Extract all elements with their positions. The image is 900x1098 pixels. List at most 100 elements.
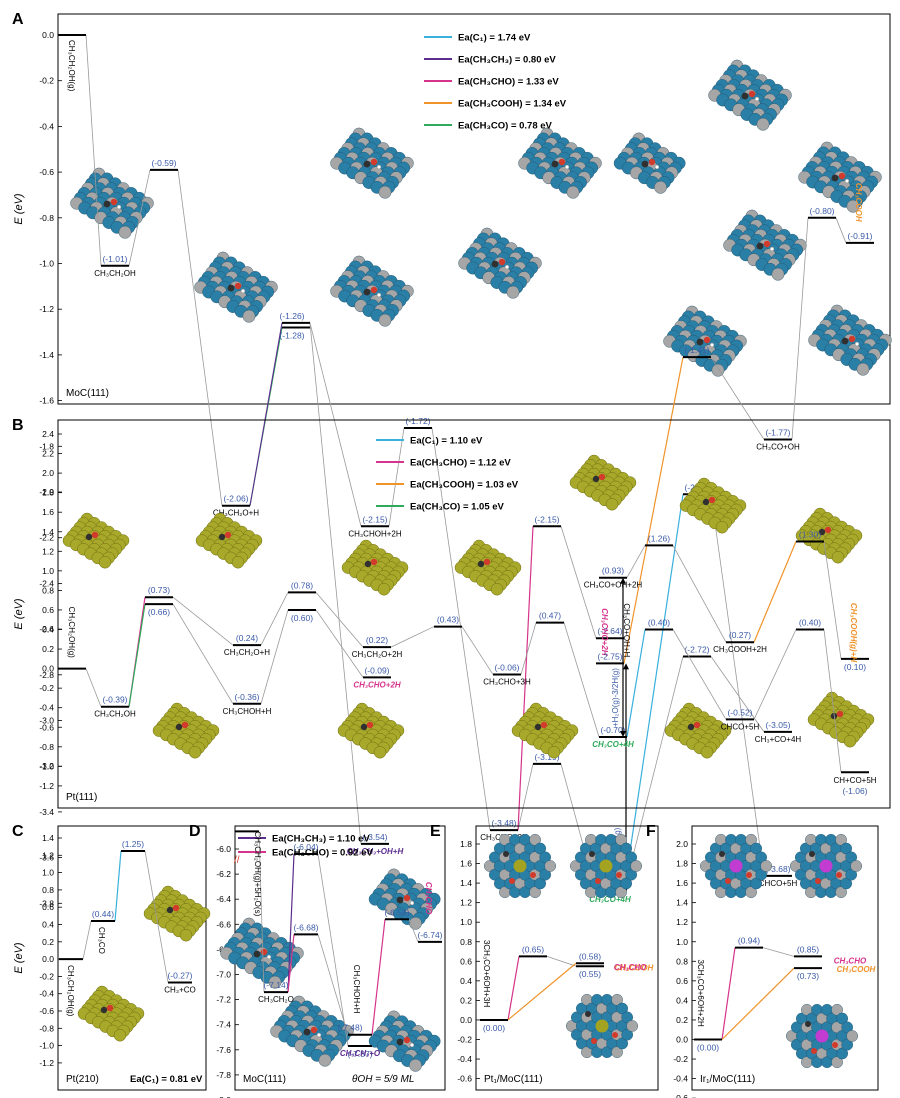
structure-image <box>483 834 557 899</box>
y-tick-label: -3.4 <box>39 807 54 817</box>
state-label: CH₃CO <box>97 927 106 954</box>
atom <box>98 555 112 569</box>
structure-image <box>663 305 747 377</box>
state-label: CH₃CO+OH <box>756 442 800 451</box>
y-tick-label: 1.6 <box>42 507 54 517</box>
y-tick-label: -6.2 <box>216 869 231 879</box>
panel-frame <box>57 13 891 405</box>
state-label: CH₃CH₂OH <box>94 269 136 278</box>
panel-A: A 0.0 -0.2 -0.4 -0.6 -0.8 -1.0 -1.2 -1.4 -1.6 -1.8… <box>12 11 892 908</box>
state-label: CH₃CO+OH+H <box>622 603 631 657</box>
y-tick-label: 0.6 <box>42 902 54 912</box>
y-tick-label: -0.8 <box>39 1023 54 1033</box>
atom <box>539 851 552 864</box>
structure-image <box>566 994 639 1058</box>
adsorbate-carbon <box>585 1011 591 1017</box>
atom <box>409 1058 422 1072</box>
structure-image <box>458 227 542 299</box>
y-tick-label: -0.4 <box>39 703 54 713</box>
panel-C: C 1.4 1.2 1.0 0.8 0.6 0.4 0.2 0.0 -0.2 -0.4 -0.6 -0.… <box>12 823 211 1091</box>
atom <box>616 1037 629 1050</box>
path-connector <box>710 356 765 440</box>
state-label: CHCO+5H <box>721 722 760 731</box>
adsorbate-carbon <box>756 242 764 250</box>
energy-value: (-2.64) <box>597 626 622 636</box>
adsorbate-oxygen <box>181 721 189 729</box>
arrow-head <box>623 663 629 670</box>
energy-value: (-7.48) <box>337 1023 362 1033</box>
energy-value: (0.27) <box>729 630 751 640</box>
adsorbate-hydrogen <box>240 288 246 294</box>
atom <box>620 842 633 855</box>
energy-value: (-2.75) <box>597 651 622 661</box>
adsorbate-oxygen <box>370 158 378 166</box>
energy-value: (0.40) <box>799 618 821 628</box>
y-tick-label: -7.0 <box>216 970 231 980</box>
adsorbate-oxygen <box>509 878 515 884</box>
atom <box>377 582 391 596</box>
path-connector <box>315 592 364 648</box>
structure-image <box>790 834 863 899</box>
atom <box>626 1020 639 1032</box>
adsorbate-oxygen <box>832 1042 838 1048</box>
y-tick-label: -0.6 <box>673 1093 688 1098</box>
adsorbate-oxygen <box>172 904 180 912</box>
legend-entry: Ea(CH₃CHO) = 1.12 eV <box>410 458 511 469</box>
adsorbate-carbon <box>396 1038 404 1046</box>
adsorbate-carbon <box>491 260 499 268</box>
y-tick-label: -1.2 <box>39 304 54 314</box>
path-connector <box>507 956 520 1021</box>
adsorbate-oxygen <box>836 710 844 718</box>
adsorbate-oxygen <box>616 872 622 878</box>
energy-value: (-7.14) <box>263 980 288 990</box>
energy-value: (-1.28) <box>279 330 304 340</box>
axis-break-mark: // <box>234 855 240 866</box>
adsorbate-carbon <box>166 906 174 914</box>
y-tick-label: -0.6 <box>39 1006 54 1016</box>
path-connector <box>626 545 646 578</box>
panel-B: B 2.4 2.2 2.0 1.8 1.6 1.4 1.2 1.0 0.8 0.6 0.4 0.2 0.0… <box>12 417 891 809</box>
path-connector <box>672 545 727 643</box>
path-connector <box>517 526 534 831</box>
y-tick-label: 1.0 <box>42 566 54 576</box>
panel-label: E <box>430 823 441 840</box>
structure-image <box>143 885 211 942</box>
y-tick-label: 0.0 <box>42 30 54 40</box>
state-label: CH₃CH₃+OH+H <box>347 847 404 856</box>
adsorbate-carbon <box>589 851 595 857</box>
y-tick-label: 0.6 <box>676 976 688 986</box>
atom <box>850 860 863 872</box>
state-label: CH₃CH₃+O <box>340 1049 381 1058</box>
y-tick-label: 1.0 <box>460 917 472 927</box>
coverage-label: θOH = 5/9 ML <box>352 1074 414 1085</box>
energy-value: (0.66) <box>148 607 170 617</box>
y-tick-label: -0.2 <box>39 971 54 981</box>
path-connector <box>258 831 265 993</box>
y-tick-label: 2.0 <box>42 468 54 478</box>
state-label: CH₃COOH(g)+H <box>849 603 858 663</box>
path-connector <box>791 217 809 440</box>
state-label: CH₃CHO+2H <box>600 608 609 656</box>
energy-value: (0.93) <box>602 566 624 576</box>
energy-value: (0.44) <box>92 909 114 919</box>
energy-value: (-1.77) <box>765 427 790 437</box>
y-tick-label: 1.0 <box>42 868 54 878</box>
state-label: CH₃CH₂OH(g) <box>66 965 75 1017</box>
legend-entry: Ea(CH₃CO) = 0.78 eV <box>458 121 553 132</box>
atom <box>373 745 387 759</box>
ea-label: Ea(C₁) = 0.81 eV <box>130 1074 203 1085</box>
legend-entry: Ea(CH₃COOH) = 1.03 eV <box>410 480 519 491</box>
state-label: CH₃+CO <box>164 985 195 994</box>
atom <box>836 1047 849 1060</box>
structure-image <box>700 834 773 899</box>
adsorbate-carbon <box>85 533 93 541</box>
energy-value: (-1.26) <box>279 311 304 321</box>
y-tick-label: -0.2 <box>39 683 54 693</box>
single-atom <box>729 859 743 873</box>
panel-label: D <box>189 823 201 840</box>
energy-value: (1.30) <box>799 530 821 540</box>
panel-label: B <box>12 417 24 434</box>
adsorbate-carbon <box>809 851 815 857</box>
energy-value: (-3.05) <box>765 720 790 730</box>
